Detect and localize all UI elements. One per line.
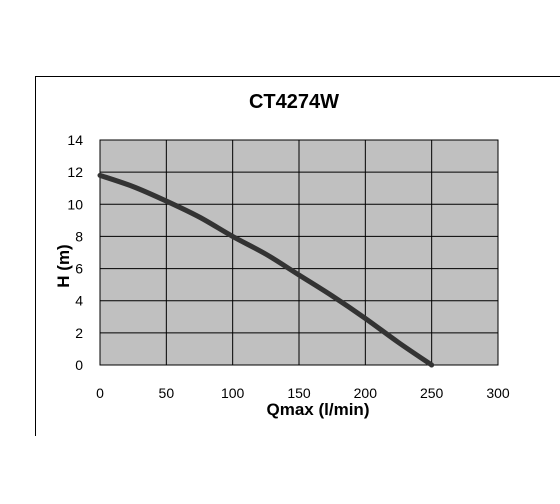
y-tick-label: 4 bbox=[75, 293, 83, 309]
y-tick-label: 12 bbox=[67, 164, 83, 180]
x-tick-label: 150 bbox=[287, 385, 311, 401]
y-axis-title: H (m) bbox=[54, 244, 73, 287]
y-tick-label: 0 bbox=[75, 357, 83, 373]
y-tick-label: 6 bbox=[75, 261, 83, 277]
y-tick-label: 14 bbox=[67, 132, 83, 148]
series-layer bbox=[97, 172, 435, 368]
x-tick-label: 50 bbox=[159, 385, 175, 401]
pump-curve-line bbox=[97, 172, 435, 368]
x-tick-label: 100 bbox=[221, 385, 245, 401]
y-tick-label: 8 bbox=[75, 228, 83, 244]
chart-title: CT4274W bbox=[249, 91, 339, 113]
x-tick-label: 200 bbox=[354, 385, 378, 401]
x-tick-label: 300 bbox=[486, 385, 510, 401]
y-tick-label: 10 bbox=[67, 196, 83, 212]
x-tick-label: 250 bbox=[420, 385, 444, 401]
tick-labels: 0 50 100 150 200 250 300 0 2 4 6 8 10 12 14 bbox=[67, 132, 509, 401]
x-tick-label: 0 bbox=[96, 385, 104, 401]
chart-frame bbox=[35, 76, 560, 436]
x-axis-title: Qmax (l/min) bbox=[267, 400, 370, 419]
y-tick-label: 2 bbox=[75, 325, 83, 341]
